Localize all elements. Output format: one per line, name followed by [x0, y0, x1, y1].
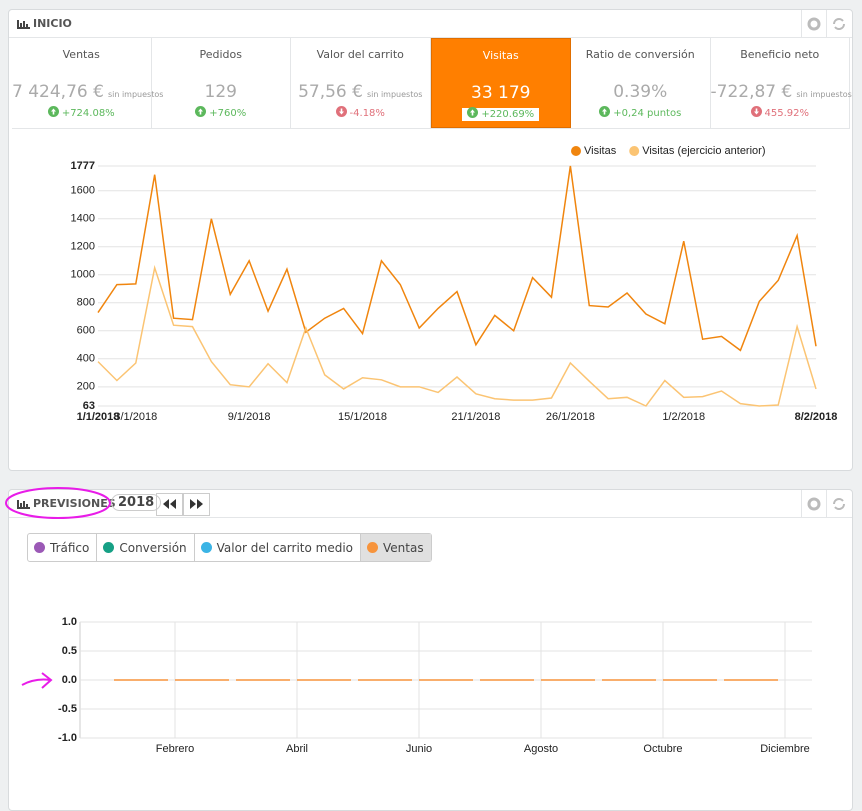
- kpi-label: Beneficio neto: [740, 48, 820, 61]
- trend-icon: [599, 106, 611, 117]
- kpi-change: -4.18%: [349, 108, 385, 119]
- tab[interactable]: Ventas: [361, 534, 431, 561]
- kpi-value-line: 129: [152, 82, 291, 102]
- tab-dot: [367, 542, 379, 553]
- kpi-change: +220.69%: [481, 109, 535, 120]
- kpi-change-box: -4.18%: [335, 106, 385, 119]
- chart-icon: [17, 20, 30, 29]
- kpi-label: Ventas: [62, 48, 100, 61]
- kpi-change-box: +760%: [195, 106, 247, 119]
- kpi-value: 129: [204, 82, 237, 102]
- kpi-change-line: +760%: [152, 106, 291, 119]
- tab-dot: [103, 542, 115, 553]
- refresh-button[interactable]: [826, 10, 852, 37]
- kpi-tile[interactable]: Ratio de conversión 0.39% +0,24 puntos: [571, 38, 711, 128]
- kpi-value-line: 7 424,76 € sin impuestos: [12, 82, 163, 102]
- kpi-change: +0,24 puntos: [613, 108, 682, 119]
- kpi-change-line: +0,24 puntos: [571, 106, 710, 119]
- trend-icon: [467, 107, 479, 118]
- tab-dot: [34, 542, 45, 553]
- panel-header: PREVISIONES 2018: [9, 490, 852, 518]
- kpi-value: 33 179: [471, 83, 531, 103]
- next-button[interactable]: [183, 493, 210, 516]
- kpi-change-box: +220.69%: [462, 107, 540, 121]
- trend-icon: [47, 106, 59, 117]
- tab[interactable]: Tráfico: [28, 534, 98, 561]
- refresh-button[interactable]: [826, 490, 852, 517]
- kpi-value: -722,87 €: [710, 82, 793, 102]
- kpi-tile[interactable]: Ventas 7 424,76 € sin impuestos +724.08%: [12, 38, 163, 128]
- kpi-value-line: 0.39%: [571, 82, 710, 102]
- kpi-change-box: 455.92%: [750, 106, 810, 119]
- kpi-value: 0.39%: [613, 82, 668, 102]
- kpi-tile[interactable]: Beneficio neto -722,87 € sin impuestos 455.…: [710, 38, 852, 128]
- kpi-value: 7 424,76 €: [12, 82, 104, 102]
- forecast-panel: PREVISIONES 2018 Tráfico Conversión Valor …: [8, 489, 853, 811]
- page: INICIO Ventas 7 424,76 € sin impuestos +724…: [5, 9, 853, 811]
- kpi-change: +724.08%: [61, 108, 115, 119]
- kpi-note: sin impuestos: [366, 90, 423, 99]
- settings-button[interactable]: [801, 490, 827, 517]
- panel-header: INICIO: [9, 10, 852, 38]
- kpi-change-line: +220.69%: [432, 107, 571, 121]
- kpi-change: 455.92%: [764, 108, 810, 119]
- kpi-value: 57,56 €: [298, 82, 363, 102]
- settings-button[interactable]: [801, 10, 827, 37]
- kpi-note: sin impuestos: [107, 90, 164, 99]
- kpi-row: Ventas 7 424,76 € sin impuestos +724.08% Ped…: [12, 38, 852, 129]
- kpi-change-box: +724.08%: [47, 106, 115, 119]
- tab-label: Ventas: [383, 540, 424, 555]
- year-selector[interactable]: 2018: [111, 494, 162, 511]
- tab-label: Tráfico: [50, 540, 90, 555]
- kpi-value-line: 57,56 € sin impuestos: [291, 82, 430, 102]
- kpi-tile[interactable]: Visitas 33 179 +220.69%: [430, 38, 571, 128]
- kpi-label: Visitas: [482, 49, 519, 62]
- panel-title: INICIO: [33, 17, 72, 30]
- kpi-change: +760%: [209, 108, 247, 119]
- chart-icon: [17, 500, 30, 509]
- kpi-note: sin impuestos: [796, 90, 852, 99]
- kpi-tile[interactable]: Valor del carrito 57,56 € sin impuestos -4.…: [291, 38, 431, 128]
- tab-bar: Tráfico Conversión Valor del carrito medio…: [27, 533, 432, 562]
- trend-icon: [335, 106, 347, 117]
- kpi-tile[interactable]: Pedidos 129 +760%: [152, 38, 291, 128]
- tab-label: Conversión: [119, 540, 187, 555]
- trend-icon: [750, 106, 762, 117]
- prev-button[interactable]: [156, 493, 183, 516]
- tab[interactable]: Conversión: [97, 534, 195, 561]
- kpi-label: Ratio de conversión: [585, 48, 695, 61]
- kpi-label: Valor del carrito: [316, 48, 404, 61]
- kpi-change-box: +0,24 puntos: [599, 106, 682, 119]
- kpi-value-line: -722,87 € sin impuestos: [710, 82, 852, 102]
- tab-label: Valor del carrito medio: [216, 540, 354, 555]
- kpi-label: Pedidos: [199, 48, 243, 61]
- tab[interactable]: Valor del carrito medio: [195, 534, 362, 561]
- trend-icon: [195, 106, 207, 117]
- kpi-value-line: 33 179: [432, 83, 571, 103]
- kpi-change-line: +724.08%: [12, 106, 151, 119]
- tab-dot: [200, 542, 212, 553]
- kpi-change-line: 455.92%: [711, 106, 850, 119]
- kpi-change-line: -4.18%: [291, 106, 430, 119]
- panel-title: PREVISIONES: [33, 497, 116, 510]
